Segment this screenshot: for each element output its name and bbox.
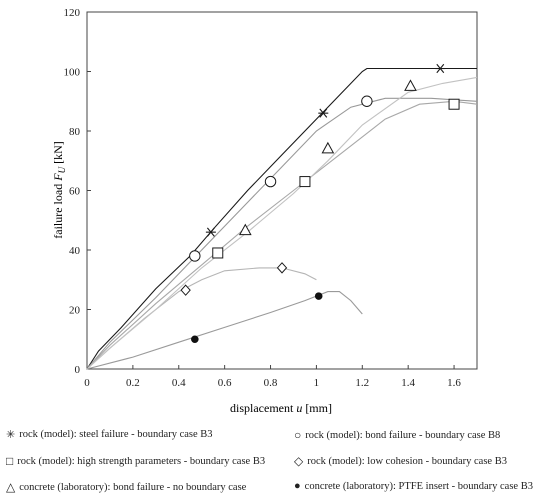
marker-triangle-4 (404, 79, 417, 91)
marker-circle-1 (189, 250, 201, 262)
series-line-3 (86, 267, 317, 370)
legend-item-ptfe-insert: ● concrete (laboratory): PTFE insert - b… (294, 480, 533, 492)
marker-square-2 (448, 98, 460, 110)
x-tick-label: 1.4 (401, 377, 415, 389)
marker-triangle-4 (238, 223, 252, 236)
series-markers (180, 63, 460, 344)
diamond-icon: ◇ (294, 454, 304, 468)
series-line-5 (86, 291, 363, 370)
y-tick-label: 80 (69, 126, 81, 138)
legend-label: rock (model): steel failure - boundary c… (19, 429, 213, 440)
marker-asterisk-0 (318, 108, 329, 118)
x-tick-label: 0 (84, 377, 90, 389)
series-lines (86, 67, 478, 370)
x-tick-label: 0.8 (264, 377, 278, 389)
legend-label: concrete (laboratory): PTFE insert - bou… (304, 480, 533, 492)
square-icon: □ (6, 454, 14, 468)
marker-asterisk-0 (205, 227, 216, 237)
legend-label: concrete (laboratory): bond failure - no… (19, 482, 247, 493)
marker-diamond-3 (276, 262, 288, 274)
y-tick-label: 0 (75, 364, 81, 376)
x-tick-label: 1 (314, 377, 320, 389)
legend-label: rock (model): bond failure - boundary ca… (305, 430, 501, 441)
marker-diamond-3 (180, 284, 191, 296)
x-axis-label: displacement u [mm] (230, 401, 332, 415)
filled-circle-icon: ● (294, 480, 301, 492)
marker-filled-circle-5 (314, 292, 323, 300)
y-tick-label: 40 (69, 245, 81, 257)
marker-filled-circle-5 (191, 335, 199, 344)
legend-label: rock (model): low cohesion - boundary ca… (307, 456, 507, 467)
legend-item-concrete-bond-failure: △ concrete (laboratory): bond failure - … (6, 480, 246, 495)
plot-axes: 0 20 40 60 80 100 120 0 0.2 0.4 0.6 0.8 1 1.2 1.4 1.6 (64, 7, 478, 389)
legend-item-steel-failure: ✳ rock (model): steel failure - boundary… (6, 428, 213, 441)
x-tick-label: 0.2 (126, 377, 140, 389)
legend-item-bond-failure-b8: ○ rock (model): bond failure - boundary … (294, 428, 500, 443)
series-line-2 (86, 100, 478, 370)
legend-item-low-cohesion: ◇ rock (model): low cohesion - boundary … (294, 454, 507, 469)
marker-circle-1 (264, 175, 277, 188)
y-tick-label: 20 (69, 305, 81, 317)
x-tick-label: 1.6 (447, 377, 461, 389)
y-tick-label: 100 (64, 67, 81, 79)
legend-item-high-strength: □ rock (model): high strength parameters… (6, 454, 265, 469)
marker-square-2 (212, 247, 224, 259)
circle-icon: ○ (294, 428, 302, 442)
y-tick-label: 60 (69, 186, 81, 198)
series-line-1 (86, 97, 478, 370)
marker-square-2 (299, 176, 311, 188)
marker-asterisk-0 (435, 63, 446, 74)
marker-circle-1 (361, 95, 373, 107)
marker-triangle-4 (321, 141, 335, 154)
series-line-4 (86, 76, 478, 370)
chart: 0 20 40 60 80 100 120 0 0.2 0.4 0.6 0.8 1 1.2 1.4 1.6 f… (51, 7, 478, 415)
x-tick-label: 1.2 (355, 377, 369, 389)
series-line-0 (86, 67, 477, 370)
x-tick-label: 0.6 (218, 377, 232, 389)
triangle-icon: △ (6, 480, 16, 494)
y-axis-label: failure load FU [kN] (51, 141, 67, 239)
asterisk-icon: ✳ (6, 429, 16, 441)
legend-label: rock (model): high strength parameters -… (17, 456, 266, 467)
plot-frame (86, 11, 478, 370)
y-tick-label: 120 (64, 7, 81, 19)
legend: ✳ rock (model): steel failure - boundary… (0, 420, 550, 500)
x-tick-label: 0.4 (172, 377, 186, 389)
